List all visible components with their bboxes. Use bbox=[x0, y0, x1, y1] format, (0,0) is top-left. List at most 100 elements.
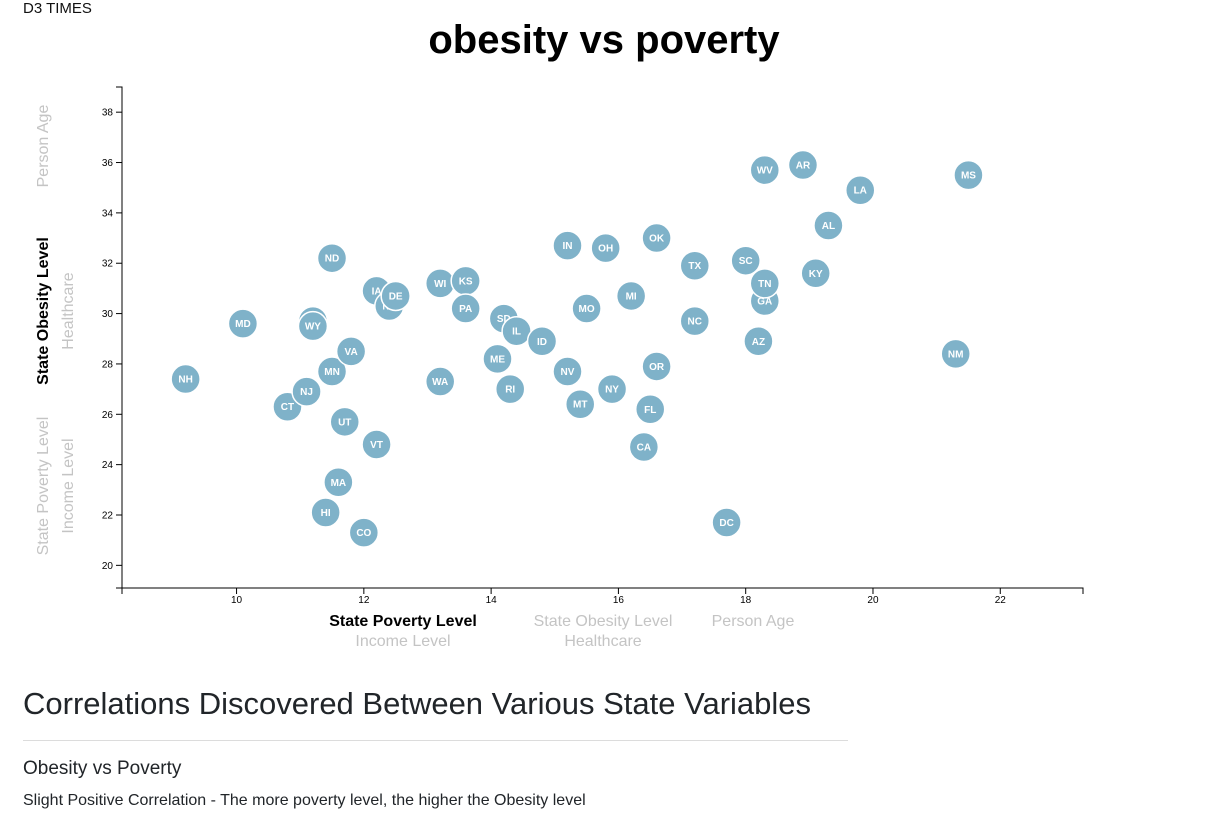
state-marker[interactable] bbox=[482, 343, 513, 375]
state-marker[interactable] bbox=[316, 356, 348, 387]
state-marker[interactable] bbox=[323, 467, 354, 498]
state-point-tn[interactable]: TN bbox=[749, 268, 781, 299]
state-point-nh[interactable]: NH bbox=[170, 363, 201, 395]
state-marker[interactable] bbox=[634, 394, 666, 425]
state-point-co[interactable]: CO bbox=[348, 517, 380, 548]
state-marker[interactable] bbox=[329, 406, 360, 438]
state-marker[interactable] bbox=[170, 363, 201, 395]
x-tick-label: 18 bbox=[740, 595, 752, 606]
state-point-mi[interactable]: MI bbox=[615, 280, 647, 312]
state-marker[interactable] bbox=[596, 373, 628, 405]
state-point-tx[interactable]: TX bbox=[679, 250, 711, 281]
state-marker[interactable] bbox=[316, 242, 348, 274]
state-marker[interactable] bbox=[297, 310, 329, 342]
state-point-wv[interactable]: WV bbox=[749, 154, 781, 186]
state-point-me[interactable]: ME bbox=[482, 343, 513, 375]
state-marker[interactable] bbox=[749, 268, 781, 299]
state-point-va[interactable]: VA bbox=[335, 336, 367, 367]
state-point-or[interactable]: OR bbox=[641, 351, 672, 382]
state-marker[interactable] bbox=[552, 230, 583, 261]
state-point-vt[interactable]: VT bbox=[361, 429, 392, 460]
y-axis-label-option[interactable]: State Poverty Level bbox=[35, 417, 52, 556]
state-point-nd[interactable]: ND bbox=[316, 242, 348, 274]
state-marker[interactable] bbox=[845, 174, 876, 206]
state-point-nj[interactable]: NJ bbox=[291, 376, 322, 407]
state-marker[interactable] bbox=[571, 293, 602, 324]
state-point-pa[interactable]: PA bbox=[450, 293, 481, 324]
state-point-hi[interactable]: HI bbox=[310, 497, 341, 528]
state-marker[interactable] bbox=[615, 280, 647, 312]
state-point-de[interactable]: DE bbox=[380, 280, 411, 312]
state-marker[interactable] bbox=[494, 373, 526, 405]
state-point-fl[interactable]: FL bbox=[634, 394, 666, 425]
state-marker[interactable] bbox=[424, 366, 456, 397]
state-marker[interactable] bbox=[940, 338, 971, 370]
state-marker[interactable] bbox=[787, 149, 819, 181]
state-marker[interactable] bbox=[310, 497, 341, 528]
state-point-wi[interactable]: WI bbox=[424, 268, 456, 299]
x-axis-label-option[interactable]: Healthcare bbox=[564, 633, 641, 650]
y-axis-label-option[interactable]: Person Age bbox=[35, 105, 52, 188]
state-marker[interactable] bbox=[730, 245, 761, 276]
state-marker[interactable] bbox=[813, 210, 844, 241]
state-point-wa[interactable]: WA bbox=[424, 366, 456, 397]
state-point-ut[interactable]: UT bbox=[329, 406, 360, 438]
state-point-nc[interactable]: NC bbox=[679, 305, 711, 337]
state-point-mo[interactable]: MO bbox=[571, 293, 602, 324]
state-point-id[interactable]: ID bbox=[526, 326, 558, 357]
y-axis-label-option[interactable]: Income Level bbox=[60, 438, 77, 533]
state-marker[interactable] bbox=[526, 326, 558, 357]
state-marker[interactable] bbox=[641, 351, 672, 382]
x-axis-label-option[interactable]: State Poverty Level bbox=[329, 613, 477, 630]
state-marker[interactable] bbox=[749, 154, 781, 186]
y-axis-label-option[interactable]: State Obesity Level bbox=[35, 237, 52, 385]
state-point-ma[interactable]: MA bbox=[323, 467, 354, 498]
state-marker[interactable] bbox=[348, 517, 380, 548]
state-marker[interactable] bbox=[361, 429, 392, 460]
state-marker[interactable] bbox=[711, 507, 742, 538]
state-point-ms[interactable]: MS bbox=[953, 159, 984, 191]
state-point-al[interactable]: AL bbox=[813, 210, 844, 241]
state-point-il[interactable]: IL bbox=[501, 315, 532, 347]
state-marker[interactable] bbox=[679, 305, 711, 337]
state-point-nv[interactable]: NV bbox=[552, 356, 583, 387]
state-point-ks[interactable]: KS bbox=[450, 265, 481, 297]
state-marker[interactable] bbox=[564, 388, 596, 420]
state-marker[interactable] bbox=[590, 232, 621, 264]
x-axis-label-option[interactable]: State Obesity Level bbox=[534, 613, 673, 630]
brand-title[interactable]: D3 TIMES bbox=[23, 0, 92, 17]
x-tick-label: 12 bbox=[358, 595, 370, 606]
state-marker[interactable] bbox=[291, 376, 322, 407]
state-marker[interactable] bbox=[800, 258, 831, 289]
state-point-oh[interactable]: OH bbox=[590, 232, 621, 264]
x-axis-label-option[interactable]: Income Level bbox=[355, 633, 450, 650]
state-marker[interactable] bbox=[953, 159, 984, 191]
state-marker[interactable] bbox=[552, 356, 583, 387]
state-point-mt[interactable]: MT bbox=[564, 388, 596, 420]
state-point-ar[interactable]: AR bbox=[787, 149, 819, 181]
state-marker[interactable] bbox=[380, 280, 411, 312]
state-point-mn[interactable]: MN bbox=[316, 356, 348, 387]
state-point-ny[interactable]: NY bbox=[596, 373, 628, 405]
state-marker[interactable] bbox=[743, 326, 774, 357]
state-marker[interactable] bbox=[628, 431, 660, 463]
state-marker[interactable] bbox=[450, 293, 481, 324]
state-point-la[interactable]: LA bbox=[845, 174, 876, 206]
state-point-az[interactable]: AZ bbox=[743, 326, 774, 357]
state-point-ky[interactable]: KY bbox=[800, 258, 831, 289]
state-point-nm[interactable]: NM bbox=[940, 338, 971, 370]
state-point-ca[interactable]: CA bbox=[628, 431, 660, 463]
state-marker[interactable] bbox=[227, 308, 259, 339]
state-point-ok[interactable]: OK bbox=[641, 222, 672, 254]
state-marker[interactable] bbox=[641, 222, 672, 254]
y-axis-label-option[interactable]: Healthcare bbox=[60, 272, 77, 349]
state-marker[interactable] bbox=[335, 336, 367, 367]
state-point-wy[interactable]: WY bbox=[297, 310, 329, 342]
state-point-sc[interactable]: SC bbox=[730, 245, 761, 276]
state-marker[interactable] bbox=[679, 250, 711, 281]
x-axis-label-option[interactable]: Person Age bbox=[712, 613, 795, 630]
state-point-md[interactable]: MD bbox=[227, 308, 259, 339]
state-point-ri[interactable]: RI bbox=[494, 373, 526, 405]
state-point-in[interactable]: IN bbox=[552, 230, 583, 261]
state-point-dc[interactable]: DC bbox=[711, 507, 742, 538]
